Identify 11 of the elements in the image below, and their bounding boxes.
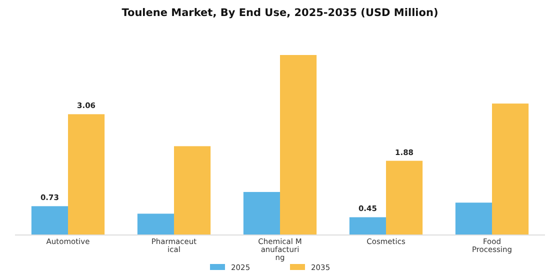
bar — [174, 146, 211, 235]
bar — [31, 206, 68, 235]
bar — [386, 160, 423, 235]
bar — [455, 202, 492, 235]
bar — [349, 217, 386, 235]
bar — [68, 114, 105, 235]
chart-title: Toulene Market, By End Use, 2025-2035 (USD Million) — [122, 7, 438, 19]
bar — [243, 192, 280, 235]
bar — [280, 55, 317, 235]
bar — [137, 214, 174, 235]
bar — [492, 104, 529, 235]
